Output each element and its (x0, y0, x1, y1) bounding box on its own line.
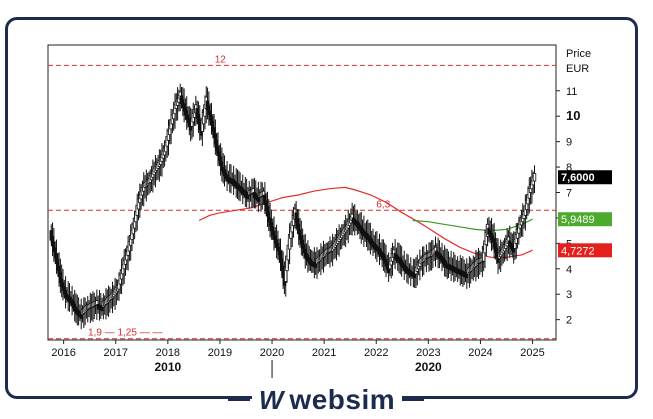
x-tick-label: 2021 (312, 347, 336, 359)
x-tick-label: 2018 (156, 347, 180, 359)
price-badge (558, 243, 612, 258)
price-badge (558, 212, 612, 227)
price-badge (558, 170, 612, 185)
brand-divider-left (228, 398, 250, 401)
y-tick-label: 7 (566, 188, 572, 200)
brand-logo: W websim (252, 383, 402, 417)
level-label: 1,9 — 1,25 — — (88, 328, 162, 339)
y-axis-title: Price (566, 48, 591, 60)
x-tick-label: 2022 (364, 347, 388, 359)
websim-logo-icon: W (258, 384, 284, 415)
level-label: 12 (215, 54, 227, 65)
x-tick-label: 2024 (468, 347, 492, 359)
y-axis-unit: EUR (566, 63, 589, 75)
x-tick-label: 2017 (103, 347, 127, 359)
y-tick-label: 4 (566, 264, 572, 276)
y-tick-label: 3 (566, 289, 572, 301)
y-tick-label: 2 (566, 315, 572, 327)
price-badge-label: 7,6000 (561, 172, 595, 184)
level-label: 6,3 (376, 199, 390, 210)
x-tick-label: 2025 (520, 347, 544, 359)
y-tick-label: 11 (566, 86, 577, 98)
decade-label: 2010 (154, 360, 181, 374)
y-tick-label: 9 (566, 137, 572, 149)
brand-name: websim (289, 384, 396, 415)
x-tick-label: 2020 (260, 347, 284, 359)
x-tick-label: 2023 (416, 347, 440, 359)
brand-divider-right (402, 398, 424, 401)
x-tick-label: 2019 (208, 347, 232, 359)
moving-average-green (412, 218, 533, 232)
plot-area (47, 44, 557, 341)
price-badge-label: 4,7272 (561, 245, 595, 257)
candle-body (532, 173, 537, 182)
moving-average-red (198, 186, 533, 258)
y-tick-label: 8 (566, 162, 572, 174)
price-badge-label: 5,9489 (561, 214, 595, 226)
decade-label: 2020 (415, 360, 442, 374)
x-tick-label: 2016 (51, 347, 75, 359)
y-tick-label: 10 (566, 108, 580, 123)
